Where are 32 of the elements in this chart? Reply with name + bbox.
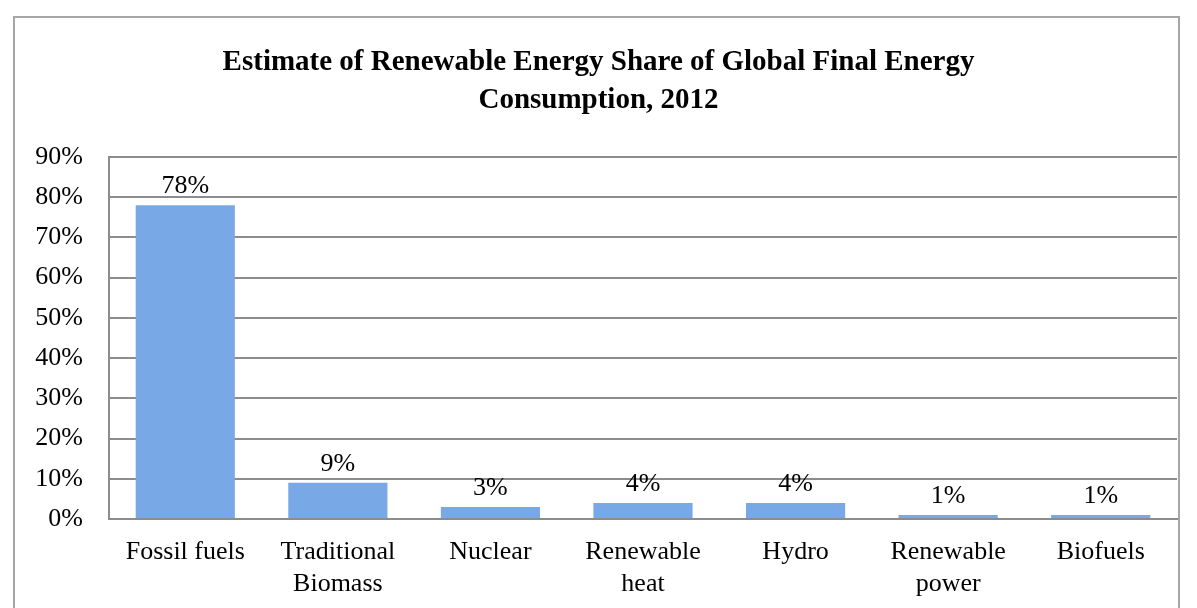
y-tick-label: 90% [35,140,83,170]
x-tick-label: Renewable heat [585,536,701,597]
data-label: 1% [930,479,966,509]
x-tick-label: Hydro [762,536,829,566]
x-tick-label: Nuclear [449,536,532,566]
data-label: 1% [1083,479,1119,509]
x-tick-label: Renewable power [890,536,1006,597]
x-tick-label: Fossil fuels [125,536,245,566]
y-tick-label: 0% [48,502,83,532]
bar [135,205,235,518]
bar [1051,514,1151,518]
data-label: 78% [161,170,210,200]
y-tick-label: 50% [35,301,83,331]
y-tick-label: 30% [35,382,83,412]
chart-title: Estimate of Renewable Energy Share of Global Final Energy Consumption, 2012 [222,44,975,115]
bar [440,506,541,518]
data-label: 4% [778,467,813,497]
x-tick-label: Biofuels [1056,536,1145,566]
data-label: 3% [473,471,508,501]
bar [898,514,998,518]
y-tick-label: 80% [35,181,83,211]
bar [745,502,846,518]
data-label: 9% [320,447,356,477]
data-label: 4% [625,467,661,497]
y-tick-label: 10% [35,462,83,492]
bar [288,482,388,518]
x-tick-label: Traditional Biomass [280,536,396,597]
bar [593,502,693,518]
y-tick-label: 70% [35,221,83,251]
y-tick-label: 20% [35,422,83,452]
y-tick-label: 40% [35,341,83,371]
y-tick-label: 60% [35,261,83,291]
